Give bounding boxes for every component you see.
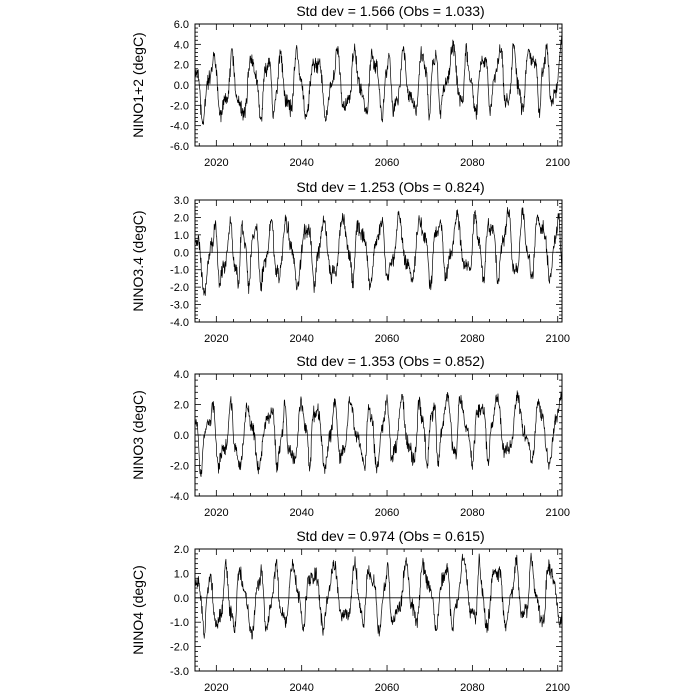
x-tick-label: 2040: [289, 682, 313, 694]
panel-2: Std dev = 1.253 (Obs = 0.824) NINO3.4 (de…: [130, 179, 570, 345]
x-tick-label: 2080: [460, 507, 484, 519]
y-tick-label: -6.0: [170, 141, 189, 153]
y-tick-label: -1.0: [170, 265, 189, 277]
x-tick-label: 2020: [204, 157, 228, 169]
y-axis-label: NINO3.4 (degC): [130, 210, 146, 311]
y-tick-label: -3.0: [170, 666, 189, 678]
y-tick-label: 2.0: [174, 60, 189, 72]
panel-title: Std dev = 1.253 (Obs = 0.824): [296, 179, 484, 195]
y-tick-label: -2.0: [170, 461, 189, 473]
x-tick-label: 2100: [545, 507, 569, 519]
y-tick-label: -2.0: [170, 642, 189, 654]
y-tick-label: -2.0: [170, 100, 189, 112]
y-tick-label: 2.0: [174, 544, 189, 556]
y-tick-label: 3.0: [174, 195, 189, 207]
y-tick-label: -4.0: [170, 491, 189, 503]
series-line: [194, 35, 563, 125]
panel-4: Std dev = 0.974 (Obs = 0.615) NINO4 (degC…: [130, 528, 570, 694]
panel-title: Std dev = 0.974 (Obs = 0.615): [296, 528, 484, 544]
y-tick-label: 1.0: [174, 568, 189, 580]
series-line: [194, 552, 563, 640]
x-tick-label: 2060: [375, 157, 399, 169]
panel-title: Std dev = 1.566 (Obs = 1.033): [296, 3, 484, 19]
x-tick-label: 2040: [289, 507, 313, 519]
y-tick-label: 1.0: [174, 230, 189, 242]
panel-title: Std dev = 1.353 (Obs = 0.852): [296, 353, 484, 369]
y-axis-label: NINO4 (degC): [130, 565, 146, 654]
y-tick-label: 2.0: [174, 212, 189, 224]
plot-frame: [194, 199, 563, 323]
y-tick-label: -4.0: [170, 121, 189, 133]
y-tick-label: -4.0: [170, 317, 189, 329]
plot-frame: [194, 548, 563, 672]
panel-3: Std dev = 1.353 (Obs = 0.852) NINO3 (degC…: [130, 353, 570, 519]
x-tick-label: 2100: [545, 682, 569, 694]
series-line: [194, 206, 563, 296]
x-tick-label: 2040: [289, 157, 313, 169]
y-tick-label: 4.0: [174, 369, 189, 381]
x-tick-label: 2020: [204, 333, 228, 345]
x-tick-label: 2020: [204, 507, 228, 519]
x-tick-label: 2080: [460, 333, 484, 345]
x-tick-label: 2100: [545, 333, 569, 345]
x-tick-label: 2080: [460, 157, 484, 169]
y-tick-label: -3.0: [170, 300, 189, 312]
y-tick-label: 0.0: [174, 430, 189, 442]
y-tick-label: -1.0: [170, 617, 189, 629]
y-tick-label: 6.0: [174, 19, 189, 31]
y-tick-label: 0.0: [174, 80, 189, 92]
panel-1: Std dev = 1.566 (Obs = 1.033) NINO1+2 (de…: [130, 3, 570, 169]
x-tick-label: 2060: [375, 507, 399, 519]
y-axis-label: NINO1+2 (degC): [130, 32, 146, 137]
x-tick-label: 2060: [375, 333, 399, 345]
x-tick-label: 2100: [545, 157, 569, 169]
x-tick-label: 2020: [204, 682, 228, 694]
y-tick-label: -2.0: [170, 282, 189, 294]
y-tick-label: 0.0: [174, 247, 189, 259]
y-tick-label: 2.0: [174, 400, 189, 412]
y-axis-label: NINO3 (degC): [130, 390, 146, 479]
x-tick-label: 2060: [375, 682, 399, 694]
y-tick-label: 4.0: [174, 39, 189, 51]
y-tick-label: 0.0: [174, 593, 189, 605]
series-line: [194, 390, 563, 477]
x-tick-label: 2080: [460, 682, 484, 694]
x-tick-label: 2040: [289, 333, 313, 345]
